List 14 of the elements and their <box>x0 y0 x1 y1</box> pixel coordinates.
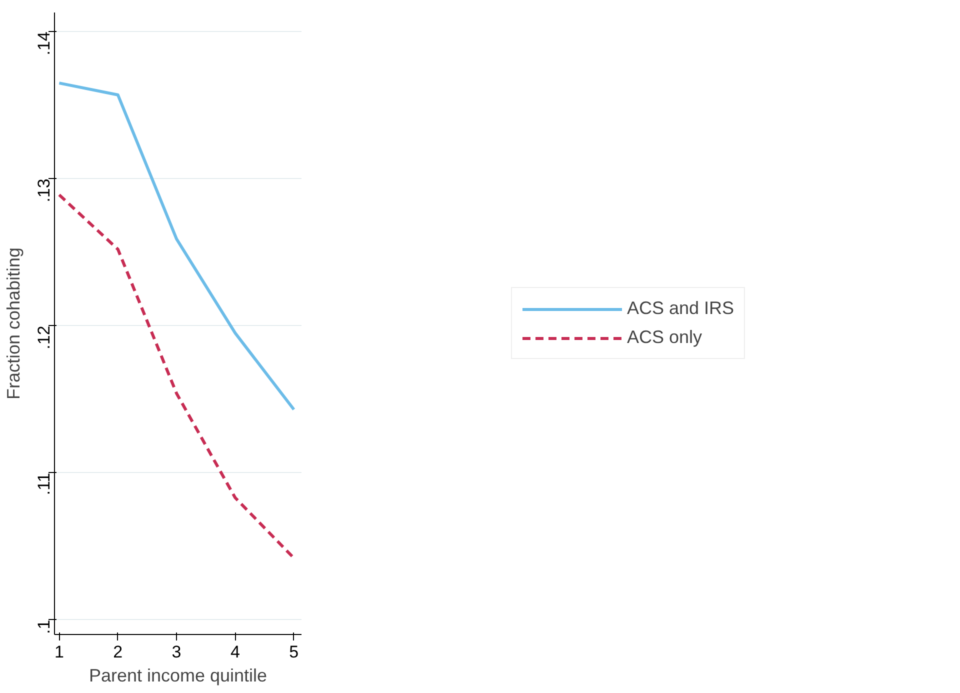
x-tick-label: 4 <box>230 642 240 662</box>
x-tick-label: 2 <box>113 642 123 662</box>
y-tick-label: .1 <box>34 620 54 634</box>
x-tick-label: 1 <box>54 642 64 662</box>
y-tick-label: .13 <box>34 178 54 202</box>
y-tick-label: .11 <box>34 472 54 496</box>
y-tick-label: .12 <box>34 326 54 350</box>
y-axis-title: Fraction cohabiting <box>4 247 24 400</box>
text: ACS only <box>626 327 702 348</box>
text: ACS and IRS <box>626 298 734 319</box>
x-tick-label: 3 <box>172 642 182 662</box>
y-tick-label: .14 <box>34 32 54 56</box>
x-tick-label: 5 <box>289 642 299 662</box>
x-axis-title: Parent income quintile <box>88 666 268 686</box>
